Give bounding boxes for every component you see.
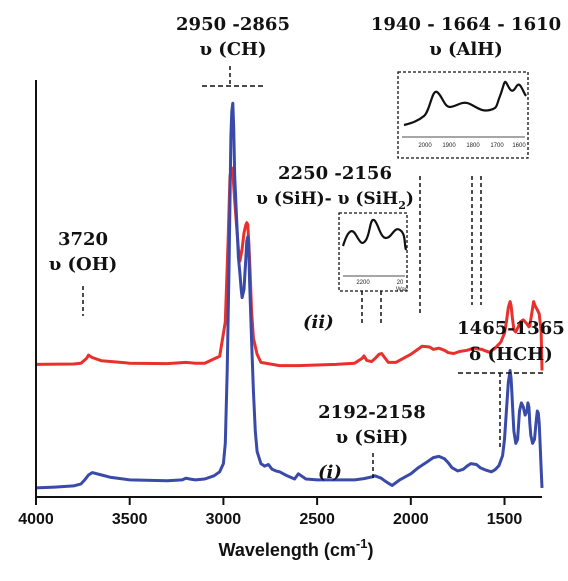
annotation-oh-value: 3720 xyxy=(58,229,108,250)
inset-alh-tick: 1800 xyxy=(466,143,480,149)
x-axis-label: Wavelength (cm-1) xyxy=(219,536,374,560)
x-ticks: 4000 3500 3000 2500 2000 1500 xyxy=(18,497,522,528)
x-tick-label: 1500 xyxy=(487,511,523,528)
series-i-label: (i) xyxy=(318,462,342,483)
annotation-sih-value: 2192-2158 xyxy=(318,402,426,423)
x-tick-label: 3000 xyxy=(206,511,242,528)
inset-sih-curve xyxy=(341,218,408,251)
annotation-hch-value: 1465-1365 xyxy=(457,318,565,339)
annotation-alh-mode: υ (AlH) xyxy=(429,39,503,60)
inset-alh-curve xyxy=(403,80,527,127)
annotation-hch-mode: δ (HCH) xyxy=(469,344,553,365)
annotation-sih-sih2-mode: υ (SiH)- υ (SiH2) xyxy=(256,189,414,212)
inset-alh-tick: 1700 xyxy=(490,143,504,149)
annotation-ch-value: 2950 -2865 xyxy=(176,14,290,35)
annotation-alh-value: 1940 - 1664 - 1610 xyxy=(371,14,561,35)
inset-alh-tick: 2000 xyxy=(418,143,432,149)
x-tick-label: 2000 xyxy=(393,511,429,528)
series-i-line xyxy=(35,101,544,490)
annotation-ch-mode: υ (CH) xyxy=(199,39,266,60)
inset-alh: 2000 1900 1800 1700 1600 xyxy=(397,71,529,159)
x-tick-label: 4000 xyxy=(18,511,54,528)
annotation-sih-sih2-value: 2250 -2156 xyxy=(278,163,392,184)
inset-sih-axis-label: Wav xyxy=(396,287,408,293)
inset-sih-tick: 20 xyxy=(397,280,404,286)
inset-alh-tick: 1600 xyxy=(512,143,526,149)
series-ii-label: (ii) xyxy=(303,312,334,333)
x-tick-label: 3500 xyxy=(112,511,148,528)
inset-alh-tick: 1900 xyxy=(442,143,456,149)
x-tick-label: 2500 xyxy=(299,511,335,528)
inset-sih: 2200 20 Wav xyxy=(338,212,408,293)
annotation-oh-mode: υ (OH) xyxy=(49,254,117,275)
inset-sih-tick: 2200 xyxy=(356,280,370,286)
annotation-sih-mode: υ (SiH) xyxy=(336,427,409,448)
